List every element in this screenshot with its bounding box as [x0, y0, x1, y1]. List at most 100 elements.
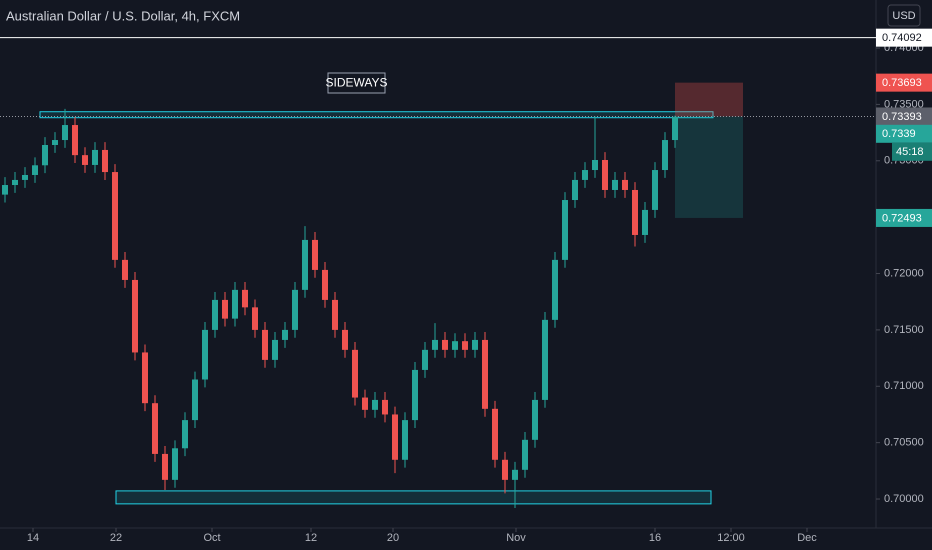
candle-body [662, 140, 668, 171]
zone [115, 490, 712, 505]
candle-body [252, 307, 258, 330]
x-tick-label: Dec [797, 532, 817, 544]
candle-body [42, 144, 48, 166]
stop-price-label: 0.73693 [882, 77, 922, 89]
x-tick-label: 12:00 [717, 532, 745, 544]
annotation-box [327, 72, 386, 94]
candle-body [332, 299, 338, 330]
candle-body [242, 289, 248, 308]
candle-body [532, 399, 538, 440]
candle-body [122, 259, 128, 280]
y-tick-label: 0.71500 [884, 324, 924, 336]
candle-body [62, 125, 68, 141]
candle-body [652, 170, 658, 210]
annotation: SIDEWAYS [325, 76, 387, 90]
x-tick-label: Nov [506, 532, 526, 544]
candle-body [402, 420, 408, 460]
x-tick-label: 14 [27, 532, 39, 544]
candle-body [432, 339, 438, 350]
candle-body [22, 174, 28, 180]
x-tick-label: 12 [305, 532, 317, 544]
entry-price-label-bg [876, 107, 932, 126]
candle-body [382, 399, 388, 415]
candle-body [272, 339, 278, 360]
candle-body [302, 239, 308, 290]
candle-body [482, 339, 488, 409]
candle-body [32, 165, 38, 175]
candle-body [622, 179, 628, 190]
y-tick-label: 0.72000 [884, 267, 924, 279]
candle-body [472, 339, 478, 350]
stop-price-label-bg [876, 73, 932, 92]
candle-body [202, 329, 208, 380]
candle-body [352, 349, 358, 398]
x-tick-label: 16 [649, 532, 661, 544]
last-price-label-bg [876, 124, 932, 143]
candle-body [322, 269, 328, 300]
candle-body [512, 469, 518, 480]
candle-body [552, 259, 558, 320]
candle-body [542, 319, 548, 400]
candle-body [582, 170, 588, 180]
candle-body [152, 403, 158, 454]
target-zone [675, 116, 743, 218]
candle-body [392, 414, 398, 460]
target-price-label: 0.72493 [882, 212, 922, 224]
candle-body [52, 140, 58, 145]
countdown: 45:18 [896, 146, 924, 158]
candle-body [142, 352, 148, 404]
candle-body [232, 289, 238, 319]
stop-zone [675, 82, 743, 117]
currency-label[interactable]: USD [892, 10, 915, 22]
candle-body [2, 185, 8, 195]
candle-body [642, 209, 648, 235]
candle-body [182, 420, 188, 449]
candle-body [672, 116, 678, 141]
zone [39, 111, 714, 119]
candle-body [462, 341, 468, 350]
candle-body [342, 329, 348, 350]
candle-body [192, 379, 198, 421]
x-tick-label: Oct [203, 532, 220, 544]
y-tick-label: 0.71000 [884, 380, 924, 392]
candle-body [442, 339, 448, 350]
candle-body [372, 399, 378, 410]
candle-body [412, 369, 418, 421]
x-tick-label: 20 [387, 532, 399, 544]
candle-body [632, 189, 638, 235]
axes: 0.740000.735000.730000.725000.720000.715… [27, 28, 932, 544]
line-price-label-bg [876, 28, 932, 47]
candle-body [602, 159, 608, 190]
plot [0, 37, 876, 509]
line-price-label: 0.74092 [882, 32, 922, 44]
candle-body [422, 349, 428, 370]
candle-body [212, 299, 218, 330]
candle-body [492, 408, 498, 460]
candle-body [222, 299, 228, 319]
currency-button[interactable] [887, 4, 921, 27]
y-tick-label: 0.70500 [884, 437, 924, 449]
candle-body [572, 179, 578, 201]
y-tick-label: 0.73500 [884, 98, 924, 110]
candle-body [612, 179, 618, 190]
x-tick-label: 22 [110, 532, 122, 544]
candle-body [102, 149, 108, 173]
countdown-bg [892, 142, 932, 161]
candle-body [562, 200, 568, 260]
candle-body [362, 397, 368, 410]
candle-body [282, 329, 288, 340]
candle-body [132, 279, 138, 353]
target-price-label-bg [876, 208, 932, 227]
entry-price-label: 0.73393 [882, 111, 922, 123]
candle-body [522, 439, 528, 470]
candle-body [172, 448, 178, 480]
candle-body [82, 155, 88, 165]
candle-body [592, 159, 598, 171]
candle-body [262, 329, 268, 360]
candle-body [72, 125, 78, 156]
candle-body [12, 179, 18, 186]
candle-body [292, 289, 298, 330]
